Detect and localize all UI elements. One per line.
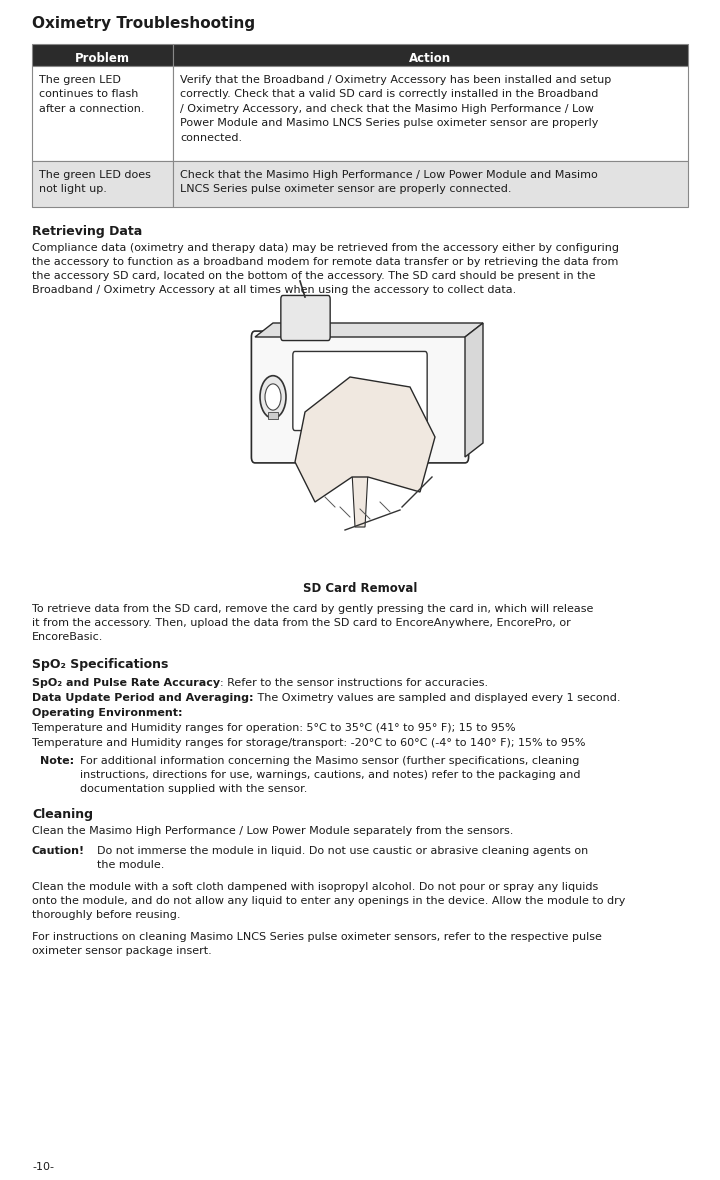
Bar (32, 44, 173, 66)
Polygon shape (352, 472, 368, 527)
Text: Check that the Masimo High Performance / Low Power Module and Masimo
LNCS Series: Check that the Masimo High Performance /… (180, 170, 598, 195)
Bar (32, 66, 173, 160)
Text: The green LED
continues to flash
after a connection.: The green LED continues to flash after a… (39, 76, 145, 113)
Text: Temperature and Humidity ranges for storage/transport: -20°C to 60°C (-4° to 140: Temperature and Humidity ranges for stor… (32, 738, 585, 748)
Text: The Oximetry values are sampled and displayed every 1 second.: The Oximetry values are sampled and disp… (253, 693, 620, 703)
Polygon shape (255, 323, 483, 337)
Text: Data Update Period and Averaging:: Data Update Period and Averaging: (32, 693, 253, 703)
Text: Oximetry Troubleshooting: Oximetry Troubleshooting (32, 17, 255, 31)
Text: Temperature and Humidity ranges for operation: 5°C to 35°C (41° to 95° F); 15 to: Temperature and Humidity ranges for oper… (32, 723, 516, 733)
Text: For instructions on cleaning Masimo LNCS Series pulse oximeter sensors, refer to: For instructions on cleaning Masimo LNCS… (32, 932, 602, 956)
Text: SD Card Removal: SD Card Removal (303, 582, 417, 595)
Text: To retrieve data from the SD card, remove the card by gently pressing the card i: To retrieve data from the SD card, remov… (32, 604, 593, 642)
FancyBboxPatch shape (281, 295, 330, 341)
Circle shape (260, 375, 286, 418)
Bar (32, 160, 173, 206)
Text: -10-: -10- (32, 1162, 54, 1172)
Bar (268, 412, 278, 419)
Text: Action: Action (409, 52, 451, 66)
Text: Operating Environment:: Operating Environment: (32, 708, 182, 717)
Text: SpO₂ and Pulse Rate Accuracy: SpO₂ and Pulse Rate Accuracy (32, 678, 220, 688)
Text: Cleaning: Cleaning (32, 808, 93, 821)
Circle shape (265, 384, 281, 411)
Text: Note:: Note: (40, 756, 74, 766)
Text: : Refer to the sensor instructions for accuracies.: : Refer to the sensor instructions for a… (220, 678, 488, 688)
Text: Verify that the Broadband / Oximetry Accessory has been installed and setup
corr: Verify that the Broadband / Oximetry Acc… (180, 76, 611, 143)
Text: Retrieving Data: Retrieving Data (32, 225, 143, 238)
Text: Clean the Masimo High Performance / Low Power Module separately from the sensors: Clean the Masimo High Performance / Low … (32, 826, 513, 835)
FancyBboxPatch shape (293, 352, 427, 431)
Text: The green LED does
not light up.: The green LED does not light up. (39, 170, 151, 195)
Bar (173, 160, 688, 206)
Bar (173, 44, 688, 66)
Text: Compliance data (oximetry and therapy data) may be retrieved from the accessory : Compliance data (oximetry and therapy da… (32, 243, 619, 295)
FancyBboxPatch shape (331, 447, 390, 470)
Text: Clean the module with a soft cloth dampened with isopropyl alcohol. Do not pour : Clean the module with a soft cloth dampe… (32, 881, 626, 920)
Text: For additional information concerning the Masimo sensor (further specifications,: For additional information concerning th… (80, 756, 580, 794)
FancyBboxPatch shape (251, 332, 469, 463)
Text: Caution!: Caution! (32, 846, 85, 856)
Text: Do not immerse the module in liquid. Do not use caustic or abrasive cleaning age: Do not immerse the module in liquid. Do … (97, 846, 588, 870)
Polygon shape (465, 323, 483, 457)
Polygon shape (295, 376, 435, 502)
Text: SpO₂ Specifications: SpO₂ Specifications (32, 658, 168, 671)
Text: Problem: Problem (74, 52, 130, 66)
Bar (173, 66, 688, 160)
Bar (338, 453, 378, 465)
